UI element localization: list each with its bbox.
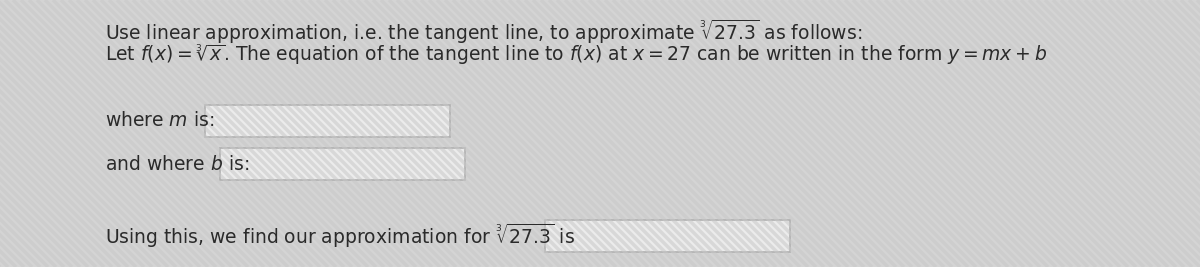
Text: Use linear approximation, i.e. the tangent line, to approximate $\sqrt[3]{27.3}$: Use linear approximation, i.e. the tange… [106, 18, 862, 46]
Text: and where $b$ is:: and where $b$ is: [106, 155, 250, 174]
Text: where $m$ is:: where $m$ is: [106, 112, 215, 131]
Text: Let $f(x) = \sqrt[3]{x}$. The equation of the tangent line to $f(x)$ at $x = 27$: Let $f(x) = \sqrt[3]{x}$. The equation o… [106, 43, 1048, 67]
FancyBboxPatch shape [220, 148, 466, 180]
Text: Using this, we find our approximation for $\sqrt[3]{27.3}$ is: Using this, we find our approximation fo… [106, 222, 575, 250]
FancyBboxPatch shape [205, 105, 450, 137]
FancyBboxPatch shape [545, 220, 790, 252]
